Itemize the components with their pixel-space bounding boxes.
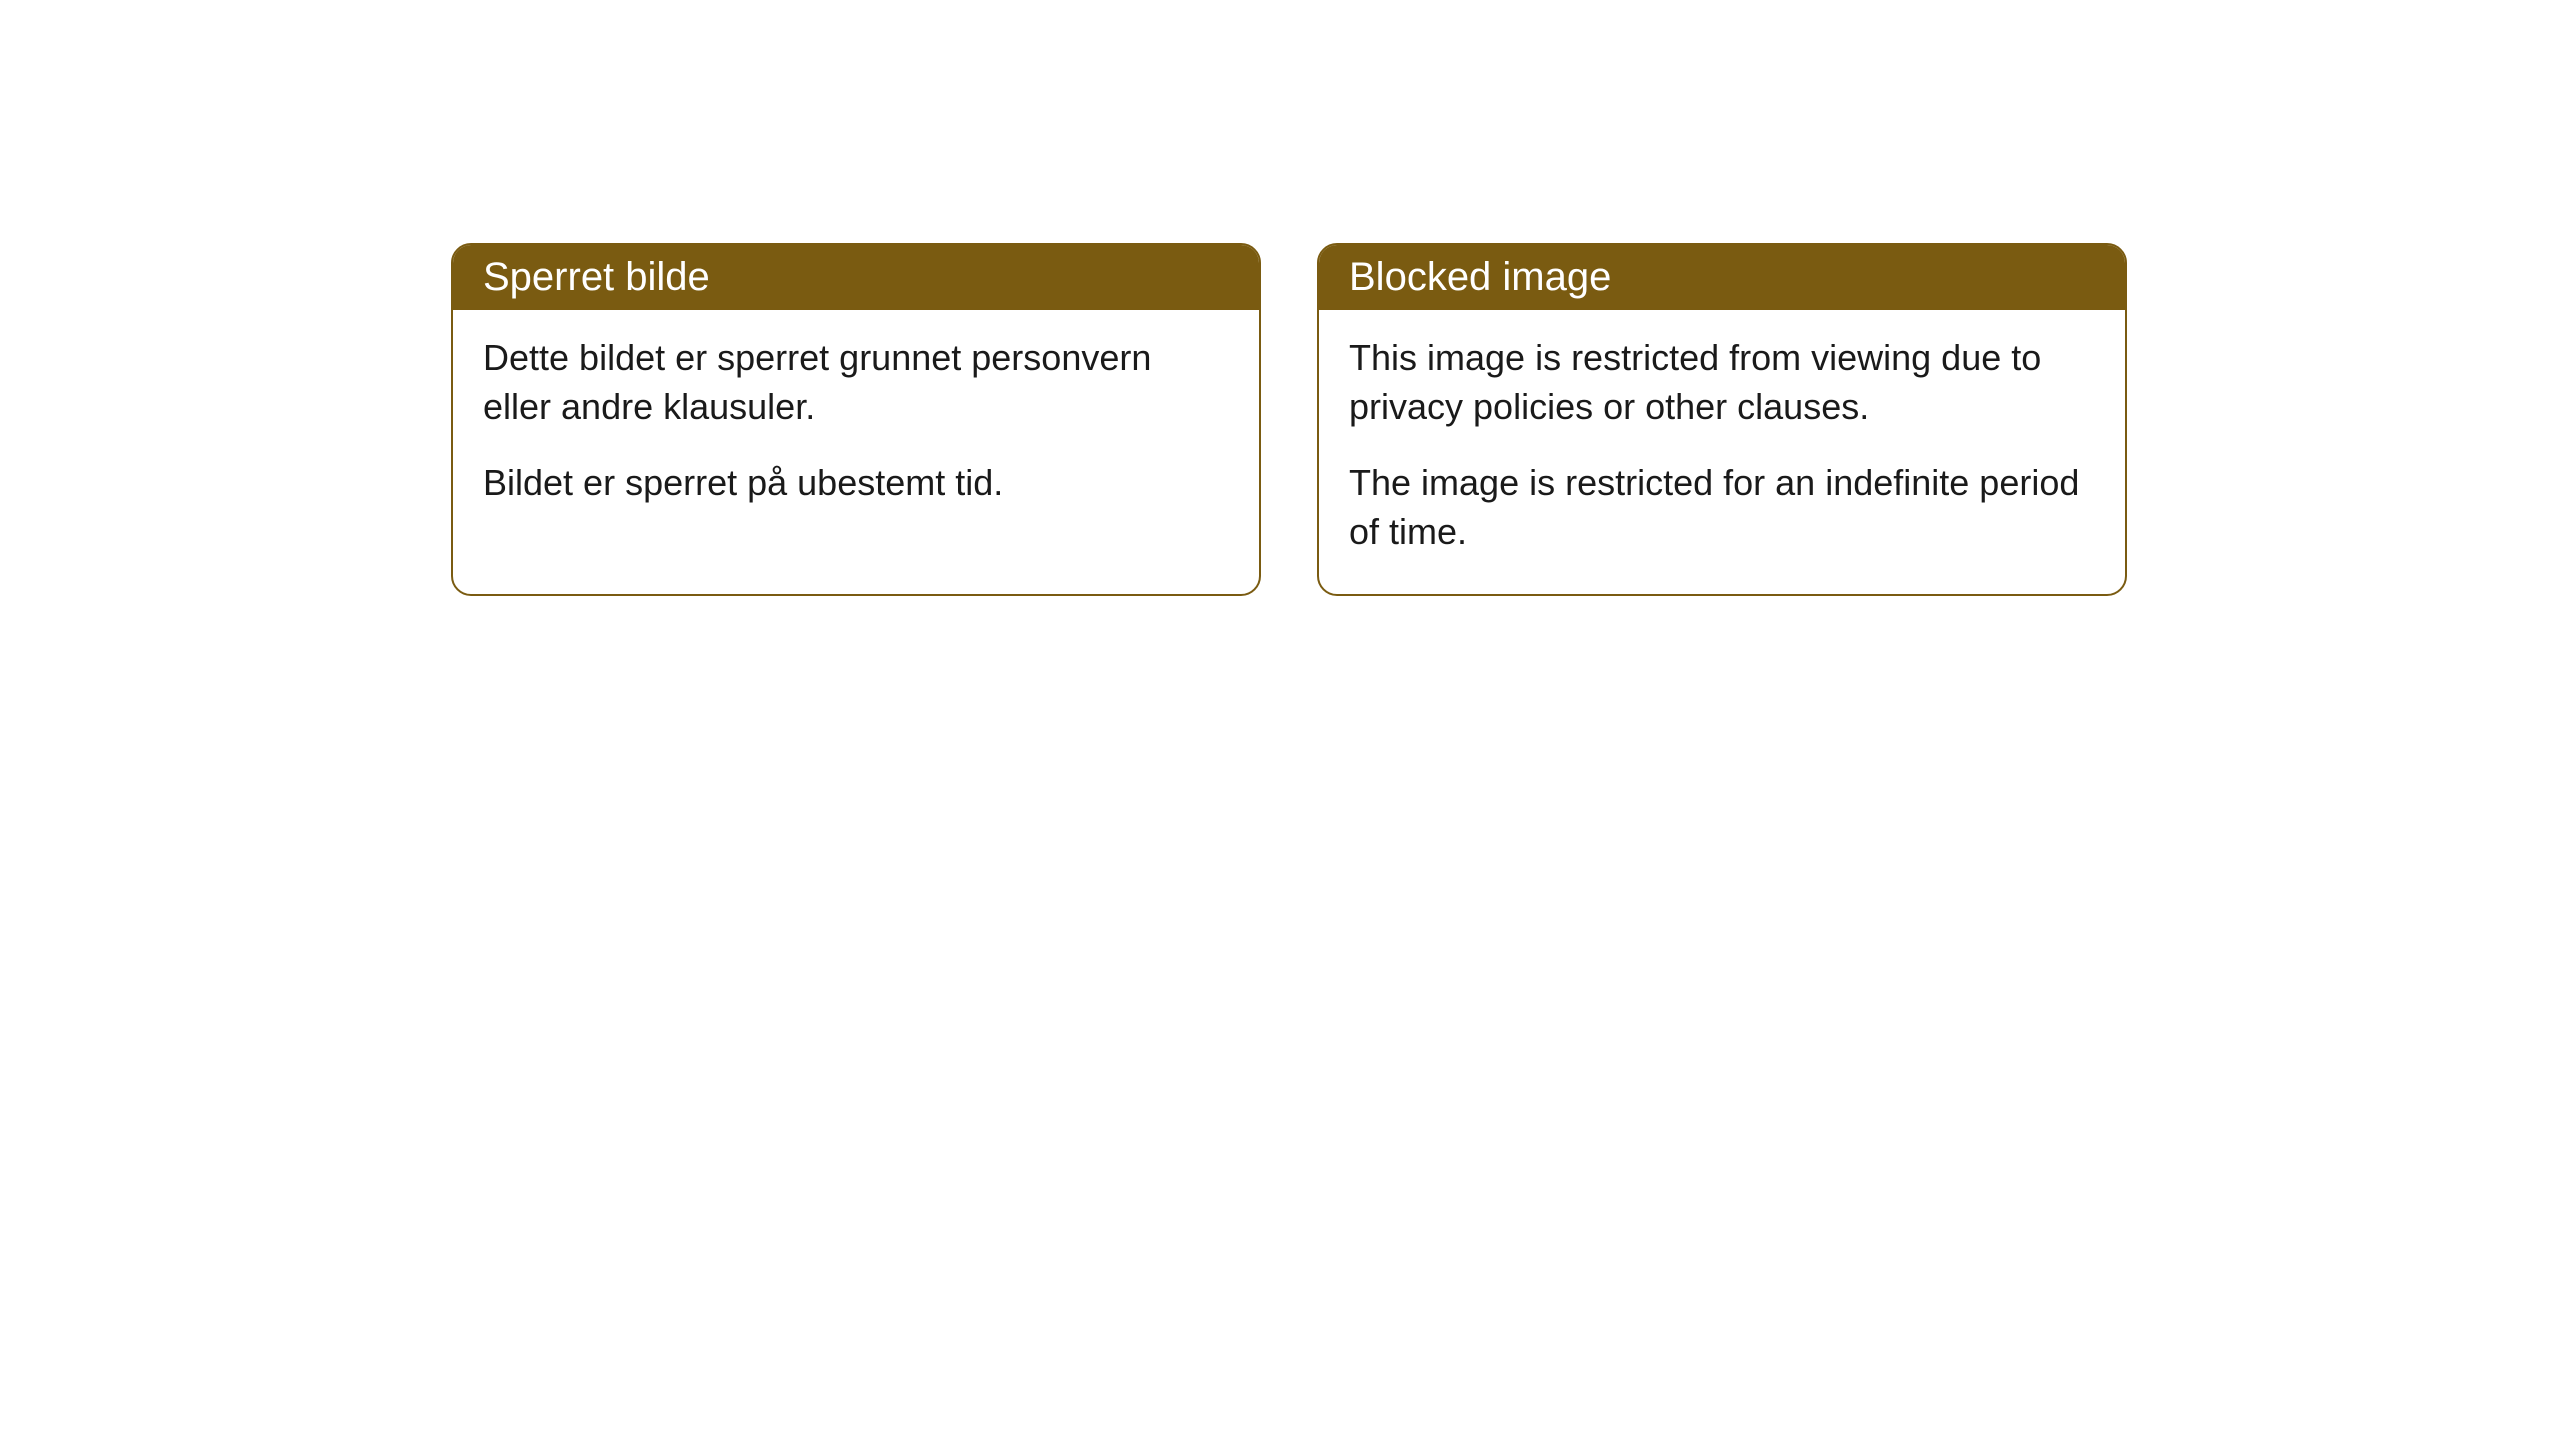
card-paragraph-1-norwegian: Dette bildet er sperret grunnet personve… bbox=[483, 334, 1229, 431]
card-body-english: This image is restricted from viewing du… bbox=[1319, 310, 2125, 594]
card-paragraph-2-norwegian: Bildet er sperret på ubestemt tid. bbox=[483, 459, 1229, 508]
card-header-norwegian: Sperret bilde bbox=[453, 245, 1259, 310]
card-header-english: Blocked image bbox=[1319, 245, 2125, 310]
card-container: Sperret bilde Dette bildet er sperret gr… bbox=[0, 0, 2560, 596]
card-paragraph-2-english: The image is restricted for an indefinit… bbox=[1349, 459, 2095, 556]
card-english: Blocked image This image is restricted f… bbox=[1317, 243, 2127, 596]
card-paragraph-1-english: This image is restricted from viewing du… bbox=[1349, 334, 2095, 431]
card-norwegian: Sperret bilde Dette bildet er sperret gr… bbox=[451, 243, 1261, 596]
card-body-norwegian: Dette bildet er sperret grunnet personve… bbox=[453, 310, 1259, 546]
